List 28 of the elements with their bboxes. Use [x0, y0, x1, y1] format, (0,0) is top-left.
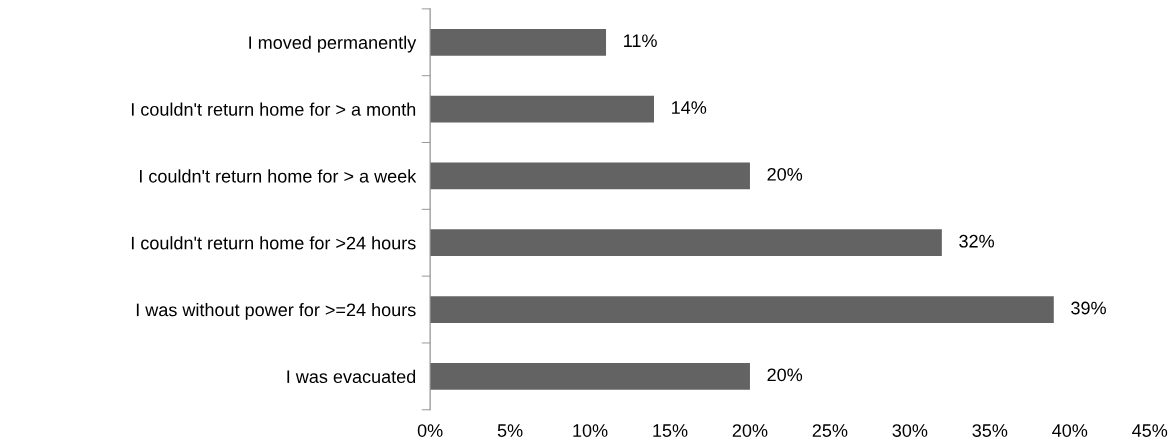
- data-label: 39%: [1071, 301, 1106, 315]
- data-label: 20%: [767, 167, 803, 181]
- bar: [430, 95, 654, 123]
- x-tick-label: 10%: [573, 424, 608, 437]
- x-tick-label: 45%: [1132, 424, 1168, 437]
- bar: [430, 162, 750, 190]
- y-tick-label: I couldn't return home for > a month: [131, 102, 416, 116]
- data-label: 32%: [959, 234, 995, 248]
- bar: [430, 296, 1054, 323]
- y-tick-label: I moved permanently: [249, 35, 417, 53]
- data-label: 11%: [624, 34, 657, 48]
- x-tick-label: 0%: [417, 424, 443, 437]
- data-label: 20%: [767, 368, 803, 382]
- x-tick-label: 25%: [812, 424, 848, 437]
- x-tick-label: 35%: [972, 424, 1008, 437]
- x-tick-label: 30%: [892, 424, 928, 437]
- y-tick-label: I couldn't return home for > a week: [139, 169, 417, 183]
- x-tick-label: 40%: [1052, 424, 1088, 437]
- y-tick-label: I was without power for >=24 hours: [136, 303, 416, 320]
- y-tick-label: I couldn't return home for >24 hours: [131, 236, 416, 250]
- bar: [430, 229, 942, 257]
- x-tick-label: 20%: [732, 424, 768, 437]
- bar: [430, 363, 750, 390]
- data-label: 14%: [672, 101, 707, 114]
- x-tick-label: 5%: [497, 424, 523, 437]
- bar: [430, 28, 607, 56]
- x-tick-label: 15%: [653, 424, 688, 437]
- y-tick-label: I was evacuated: [287, 369, 416, 384]
